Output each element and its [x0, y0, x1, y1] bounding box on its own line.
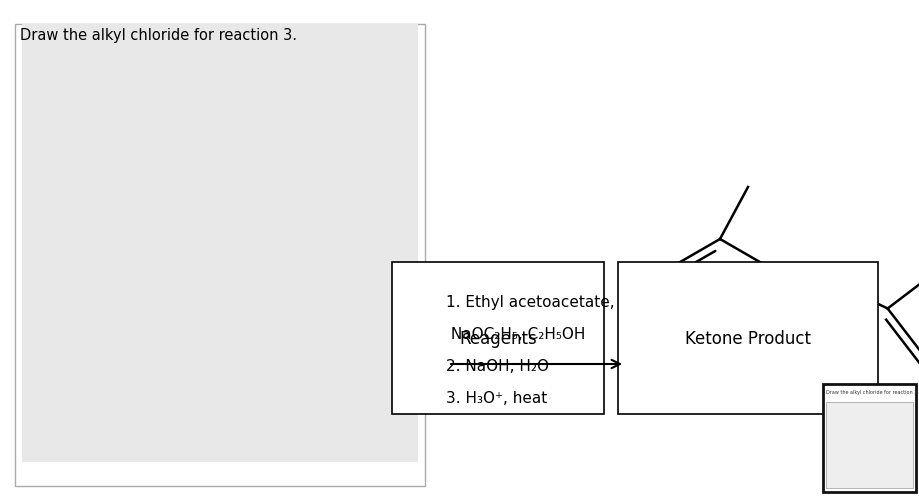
- Bar: [823, 384, 916, 492]
- Text: Draw the alkyl chloride for reaction 3.: Draw the alkyl chloride for reaction 3.: [20, 28, 297, 43]
- Text: Draw the alkyl chloride for reaction 3.: Draw the alkyl chloride for reaction 3.: [826, 389, 919, 394]
- Bar: [22, 25, 418, 462]
- Text: 1. Ethyl acetoacetate,: 1. Ethyl acetoacetate,: [446, 295, 615, 310]
- Text: Reagents: Reagents: [460, 329, 537, 347]
- Text: NaOC₂H₅, C₂H₅OH: NaOC₂H₅, C₂H₅OH: [446, 326, 585, 341]
- Bar: [826, 402, 913, 488]
- Text: Ketone Product: Ketone Product: [685, 329, 811, 347]
- Bar: [15, 25, 425, 486]
- Text: 3. H₃O⁺, heat: 3. H₃O⁺, heat: [446, 390, 547, 405]
- Text: 2. NaOH, H₂O: 2. NaOH, H₂O: [446, 358, 549, 373]
